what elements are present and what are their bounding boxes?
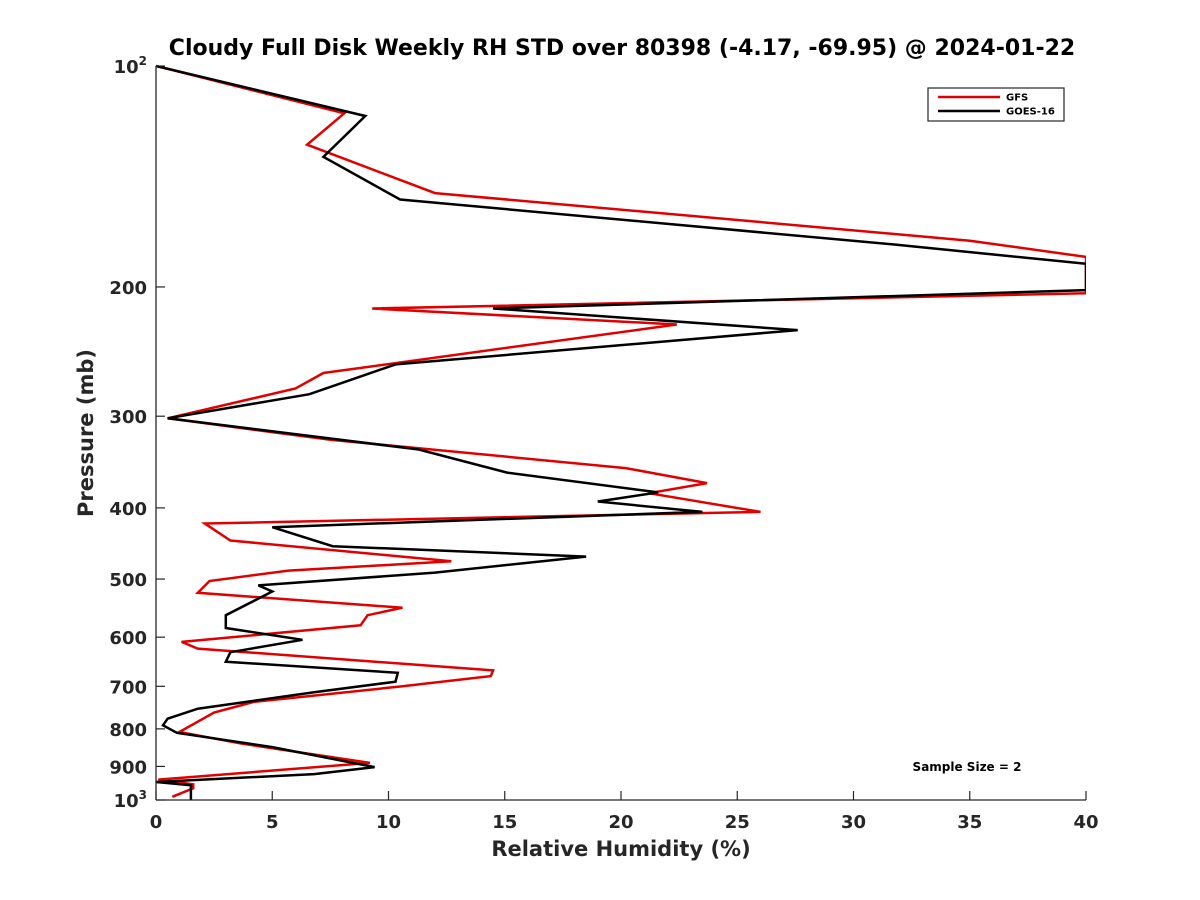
y-tick-label: 400: [109, 499, 147, 520]
plot-area: [155, 64, 1086, 801]
chart-title: Cloudy Full Disk Weekly RH STD over 8039…: [169, 36, 1075, 61]
x-tick-label: 35: [957, 812, 982, 833]
x-tick-label: 10: [376, 812, 401, 833]
y-tick-label: 500: [109, 570, 147, 591]
y-axis-label: Pressure (mb): [74, 349, 98, 517]
y-axis-ticks: 102 200 300 400 500 600 700 800 900 103: [109, 54, 165, 812]
x-tick-label: 30: [841, 812, 866, 833]
y-tick-label: 200: [109, 278, 147, 299]
y-tick-label: 700: [109, 677, 147, 698]
x-tick-label: 25: [725, 812, 750, 833]
y-tick-label: 300: [109, 407, 147, 428]
y-tick-label: 600: [109, 628, 147, 649]
y-tick-label: 800: [109, 720, 147, 741]
x-tick-label: 15: [492, 812, 517, 833]
legend: GFS GOES-16: [927, 87, 1065, 122]
legend-box: [927, 87, 1065, 122]
y-tick-label: 102: [114, 54, 147, 78]
x-tick-label: 5: [266, 812, 279, 833]
y-tick-label: 900: [109, 757, 147, 778]
x-tick-label: 20: [608, 812, 633, 833]
legend-label-goes16: GOES-16: [1006, 107, 1055, 118]
legend-label-gfs: GFS: [1006, 93, 1028, 104]
sample-size-annotation: Sample Size = 2: [913, 760, 1022, 774]
y-tick-label: 103: [114, 788, 147, 812]
x-tick-label: 0: [150, 812, 163, 833]
series-layer: [156, 64, 1086, 800]
series-line-goes16: [156, 64, 1086, 800]
x-axis-ticks: 0 5 10 15 20 25 30 35 40: [150, 791, 1099, 833]
x-tick-label: 40: [1073, 812, 1098, 833]
x-axis-label: Relative Humidity (%): [491, 837, 750, 861]
plot-background: [156, 66, 1086, 800]
